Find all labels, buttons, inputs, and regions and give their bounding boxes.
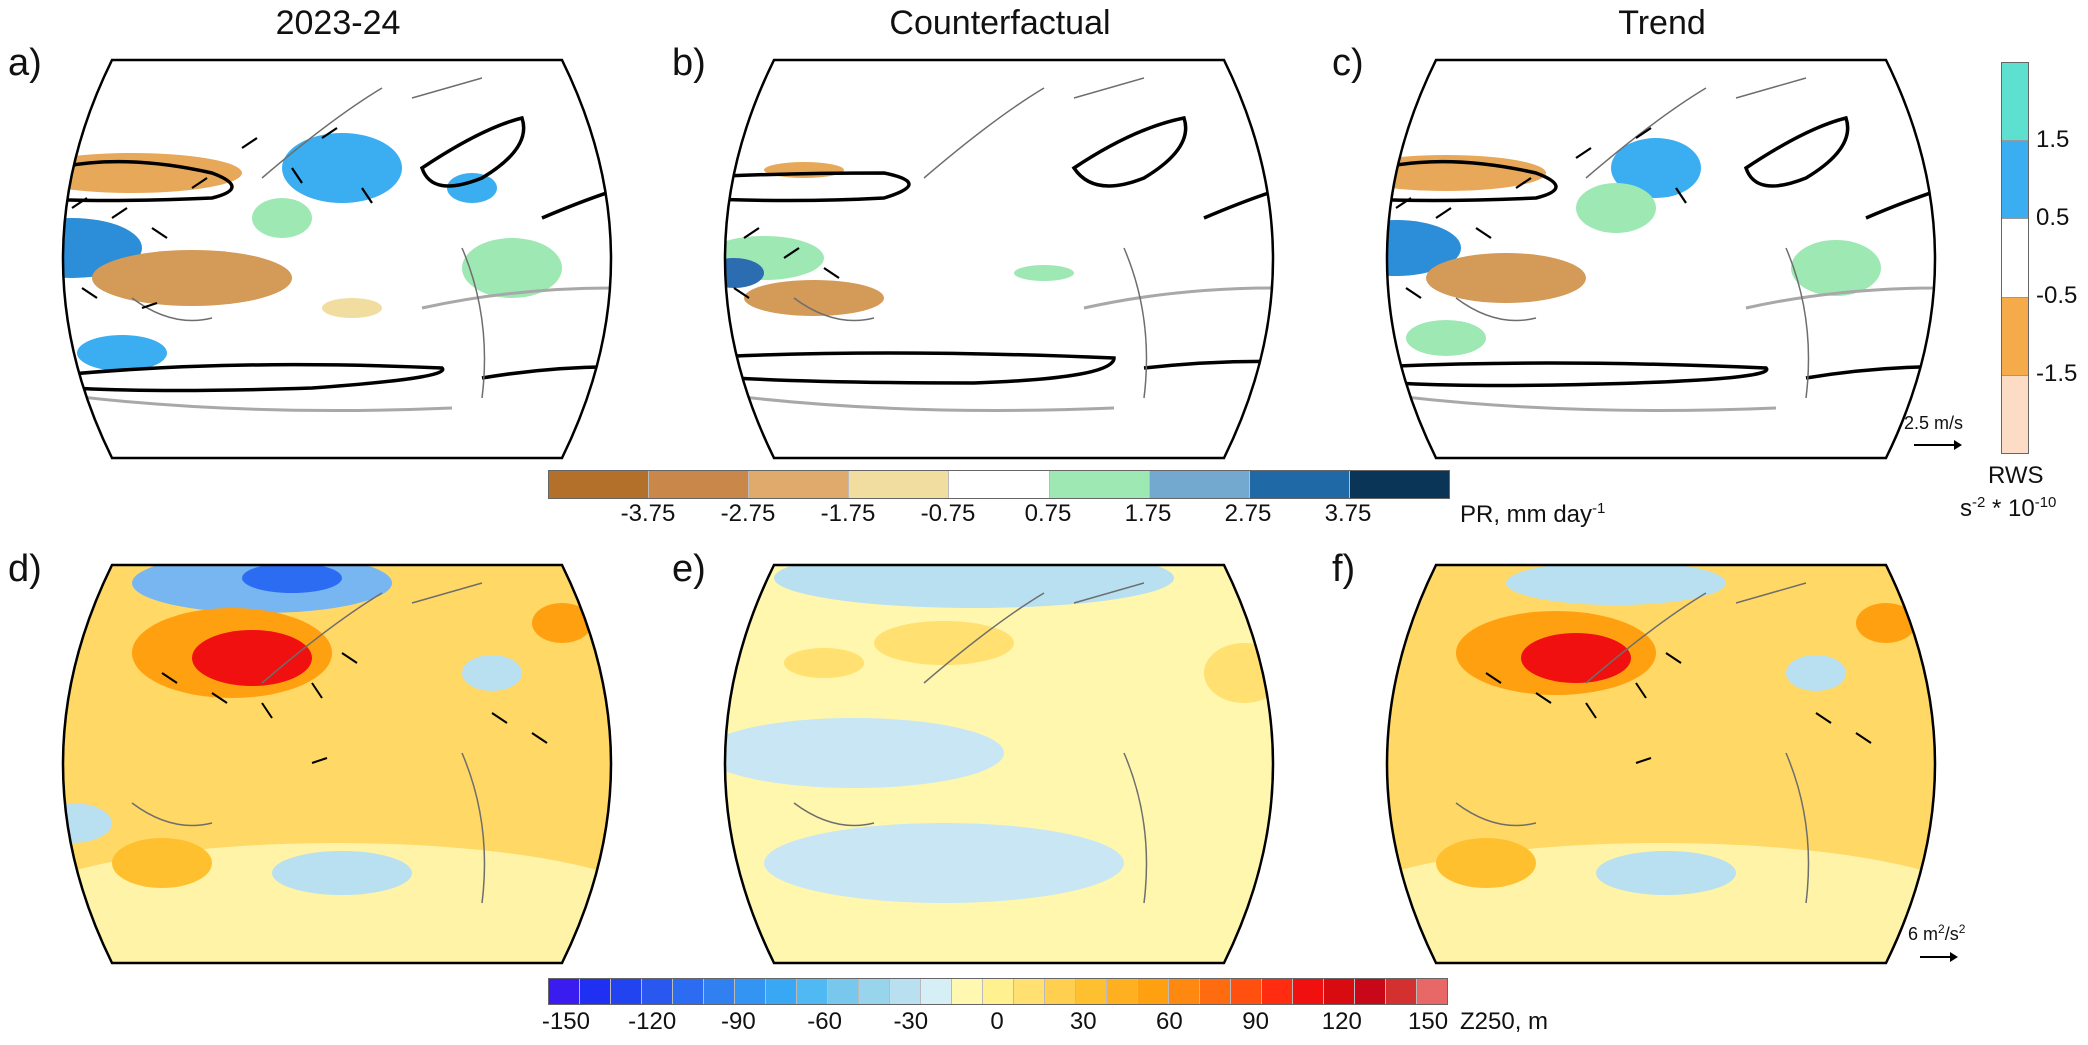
colorbar-tick-label: 0.5	[2036, 204, 2070, 231]
colorbar-tick-label: -3.75	[620, 500, 676, 527]
colorbar-segment	[1354, 979, 1385, 1004]
column-title-3: Trend	[1618, 4, 1706, 42]
panel-label-f: f)	[1332, 548, 1356, 590]
z250-colorbar-ticks: -150 -120 -90 -60 -30 0 30 60 90 120 150	[542, 1008, 1449, 1040]
panel-label-b: b)	[672, 42, 706, 84]
map-b-rws-precip	[674, 58, 1324, 460]
colorbar-segment	[2002, 374, 2028, 454]
colorbar-segment	[1261, 979, 1292, 1004]
flux-scale-arrow-icon	[1918, 950, 1960, 969]
colorbar-tick-label: -2.75	[720, 500, 776, 527]
column-title-2: Counterfactual	[889, 4, 1111, 42]
panel-label-d: d)	[8, 548, 42, 590]
colorbar-segment	[827, 979, 858, 1004]
colorbar-tick-label: 0.75	[1024, 500, 1072, 527]
colorbar-tick-label: 3.75	[1324, 500, 1372, 527]
map-a-rws-precip	[12, 58, 662, 460]
colorbar-segment	[1248, 471, 1349, 498]
colorbar-segment	[2002, 140, 2028, 219]
colorbar-segment	[858, 979, 889, 1004]
colorbar-segment	[1168, 979, 1199, 1004]
colorbar-tick-label: 90	[1242, 1008, 1269, 1035]
colorbar-segment	[734, 979, 765, 1004]
panel-label-a: a)	[8, 42, 42, 84]
colorbar-segment	[920, 979, 951, 1004]
colorbar-segment	[1044, 979, 1075, 1004]
colorbar-segment	[672, 979, 703, 1004]
colorbar-tick-label: 1.5	[2036, 126, 2070, 153]
colorbar-tick-label: -0.75	[920, 500, 976, 527]
panel-label-e: e)	[672, 548, 706, 590]
colorbar-segment	[889, 979, 920, 1004]
colorbar-segment	[1348, 471, 1449, 498]
flux-scale-label: 6 m2/s2	[1908, 922, 1966, 944]
colorbar-segment	[848, 471, 949, 498]
colorbar-tick-label: -120	[628, 1008, 677, 1035]
colorbar-tick-label: -150	[541, 1008, 590, 1035]
z250-colorbar-label: Z250, m	[1460, 1008, 1549, 1035]
colorbar-segment	[1323, 979, 1354, 1004]
colorbar-tick-label: -1.75	[820, 500, 876, 527]
colorbar-segment	[748, 471, 849, 498]
map-c-rws-precip	[1336, 58, 1986, 460]
colorbar-segment	[1106, 979, 1137, 1004]
pr-colorbar-label: PR, mm day-1	[1460, 500, 1606, 528]
rws-colorbar-units: s-2 * 10-10	[1960, 494, 2057, 522]
colorbar-segment	[703, 979, 734, 1004]
colorbar-segment	[1137, 979, 1168, 1004]
colorbar-segment	[1013, 979, 1044, 1004]
rws-colorbar-ticks: 1.5 0.5 -0.5 -1.5	[2036, 62, 2086, 452]
colorbar-segment	[549, 471, 649, 498]
panel-label-c: c)	[1332, 42, 1364, 84]
colorbar-tick-label: 0	[990, 1008, 1004, 1035]
colorbar-tick-label: -90	[721, 1008, 756, 1035]
colorbar-segment	[982, 979, 1013, 1004]
colorbar-segment	[641, 979, 672, 1004]
colorbar-segment	[1416, 979, 1447, 1004]
colorbar-segment	[1048, 471, 1149, 498]
map-f-z250	[1336, 563, 1986, 965]
colorbar-tick-label: 30	[1069, 1008, 1097, 1035]
colorbar-segment	[549, 979, 579, 1004]
wind-scale-label: 2.5 m/s	[1904, 413, 1964, 433]
colorbar-segment	[579, 979, 610, 1004]
colorbar-segment	[1385, 979, 1416, 1004]
map-e-z250	[674, 563, 1324, 965]
colorbar-segment	[1148, 471, 1249, 498]
pr-colorbar-ticks: -3.75 -2.75 -1.75 -0.75 0.75 1.75 2.75 3.75	[548, 500, 1448, 532]
colorbar-tick-label: -30	[893, 1008, 929, 1035]
colorbar-segment	[1075, 979, 1106, 1004]
pr-colorbar	[548, 470, 1450, 499]
colorbar-segment	[610, 979, 641, 1004]
colorbar-tick-label: -0.5	[2036, 282, 2078, 309]
colorbar-tick-label: -1.5	[2036, 360, 2078, 387]
map-d-z250	[12, 563, 662, 965]
colorbar-segment	[948, 471, 1049, 498]
colorbar-segment	[2002, 296, 2028, 375]
column-title-1: 2023-24	[275, 4, 401, 42]
colorbar-segment	[648, 471, 749, 498]
colorbar-tick-label: 120	[1321, 1008, 1362, 1035]
colorbar-segment	[2002, 218, 2028, 297]
colorbar-segment	[1292, 979, 1323, 1004]
wind-scale-arrow-icon	[1912, 438, 1964, 457]
colorbar-segment	[2002, 63, 2028, 141]
z250-colorbar	[548, 978, 1448, 1005]
colorbar-tick-label: 1.75	[1124, 500, 1172, 527]
colorbar-segment	[1199, 979, 1230, 1004]
colorbar-tick-label: 2.75	[1224, 500, 1272, 527]
colorbar-segment	[796, 979, 827, 1004]
rws-colorbar	[2001, 62, 2029, 454]
colorbar-tick-label: 60	[1156, 1008, 1183, 1035]
colorbar-segment	[951, 979, 982, 1004]
colorbar-tick-label: 150	[1408, 1008, 1449, 1035]
colorbar-segment	[1230, 979, 1261, 1004]
colorbar-tick-label: -60	[807, 1008, 842, 1035]
colorbar-segment	[765, 979, 796, 1004]
rws-colorbar-label: RWS	[1988, 462, 2044, 489]
